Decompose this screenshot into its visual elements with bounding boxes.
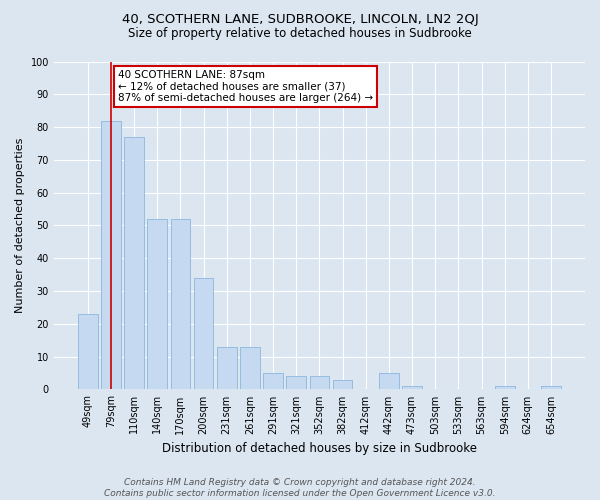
Bar	[170, 219, 190, 390]
Bar	[402, 386, 422, 390]
Text: 40 SCOTHERN LANE: 87sqm
← 12% of detached houses are smaller (37)
87% of semi-de: 40 SCOTHERN LANE: 87sqm ← 12% of detache…	[118, 70, 373, 103]
Text: Size of property relative to detached houses in Sudbrooke: Size of property relative to detached ho…	[128, 28, 472, 40]
Bar	[541, 386, 561, 390]
Bar	[379, 373, 399, 390]
Bar	[263, 373, 283, 390]
Bar	[495, 386, 515, 390]
Bar	[333, 380, 352, 390]
Bar	[148, 219, 167, 390]
Bar	[310, 376, 329, 390]
Text: Contains HM Land Registry data © Crown copyright and database right 2024.
Contai: Contains HM Land Registry data © Crown c…	[104, 478, 496, 498]
X-axis label: Distribution of detached houses by size in Sudbrooke: Distribution of detached houses by size …	[162, 442, 477, 455]
Bar	[240, 347, 260, 390]
Bar	[78, 314, 98, 390]
Bar	[194, 278, 214, 390]
Bar	[217, 347, 236, 390]
Bar	[101, 120, 121, 390]
Text: 40, SCOTHERN LANE, SUDBROOKE, LINCOLN, LN2 2QJ: 40, SCOTHERN LANE, SUDBROOKE, LINCOLN, L…	[122, 12, 478, 26]
Y-axis label: Number of detached properties: Number of detached properties	[15, 138, 25, 313]
Bar	[286, 376, 306, 390]
Bar	[124, 137, 144, 390]
